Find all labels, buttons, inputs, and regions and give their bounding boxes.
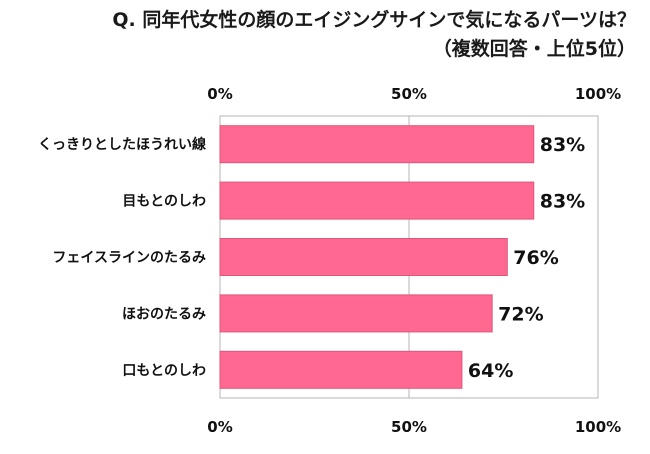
bar: [219, 350, 463, 389]
value-label: 64%: [468, 360, 513, 382]
category-label: ほおのたるみ: [122, 306, 206, 322]
bar: [219, 125, 535, 164]
bar: [219, 181, 535, 220]
category-label: 口もとのしわ: [122, 363, 206, 379]
x-tick-label-top: 0%: [207, 85, 232, 103]
bar: [219, 294, 493, 333]
x-tick-label-top: 50%: [391, 85, 427, 103]
category-label: フェイスラインのたるみ: [52, 250, 206, 266]
bar: [219, 238, 508, 276]
chart-subtitle: （複数回答・上位5位）: [432, 38, 636, 60]
bar-layer: [219, 125, 535, 389]
x-tick-label-bottom: 0%: [207, 418, 232, 436]
value-label: 83%: [540, 134, 585, 156]
x-tick-label-bottom: 50%: [391, 418, 427, 436]
chart-title: Q. 同年代女性の顔のエイジングサインで気になるパーツは？: [112, 9, 636, 31]
value-label: 72%: [498, 303, 543, 325]
x-tick-label-bottom: 100%: [575, 418, 621, 436]
label-layer: 0% 0% 50% 50% 100% 100% くっきりとしたほうれい線 83% 目もとのしわ 8…: [38, 85, 621, 436]
category-label: くっきりとしたほうれい線: [38, 136, 206, 153]
x-tick-label-top: 100%: [575, 85, 621, 103]
value-label: 76%: [513, 247, 558, 269]
category-label: 目もとのしわ: [122, 194, 206, 210]
value-label: 83%: [540, 191, 585, 213]
